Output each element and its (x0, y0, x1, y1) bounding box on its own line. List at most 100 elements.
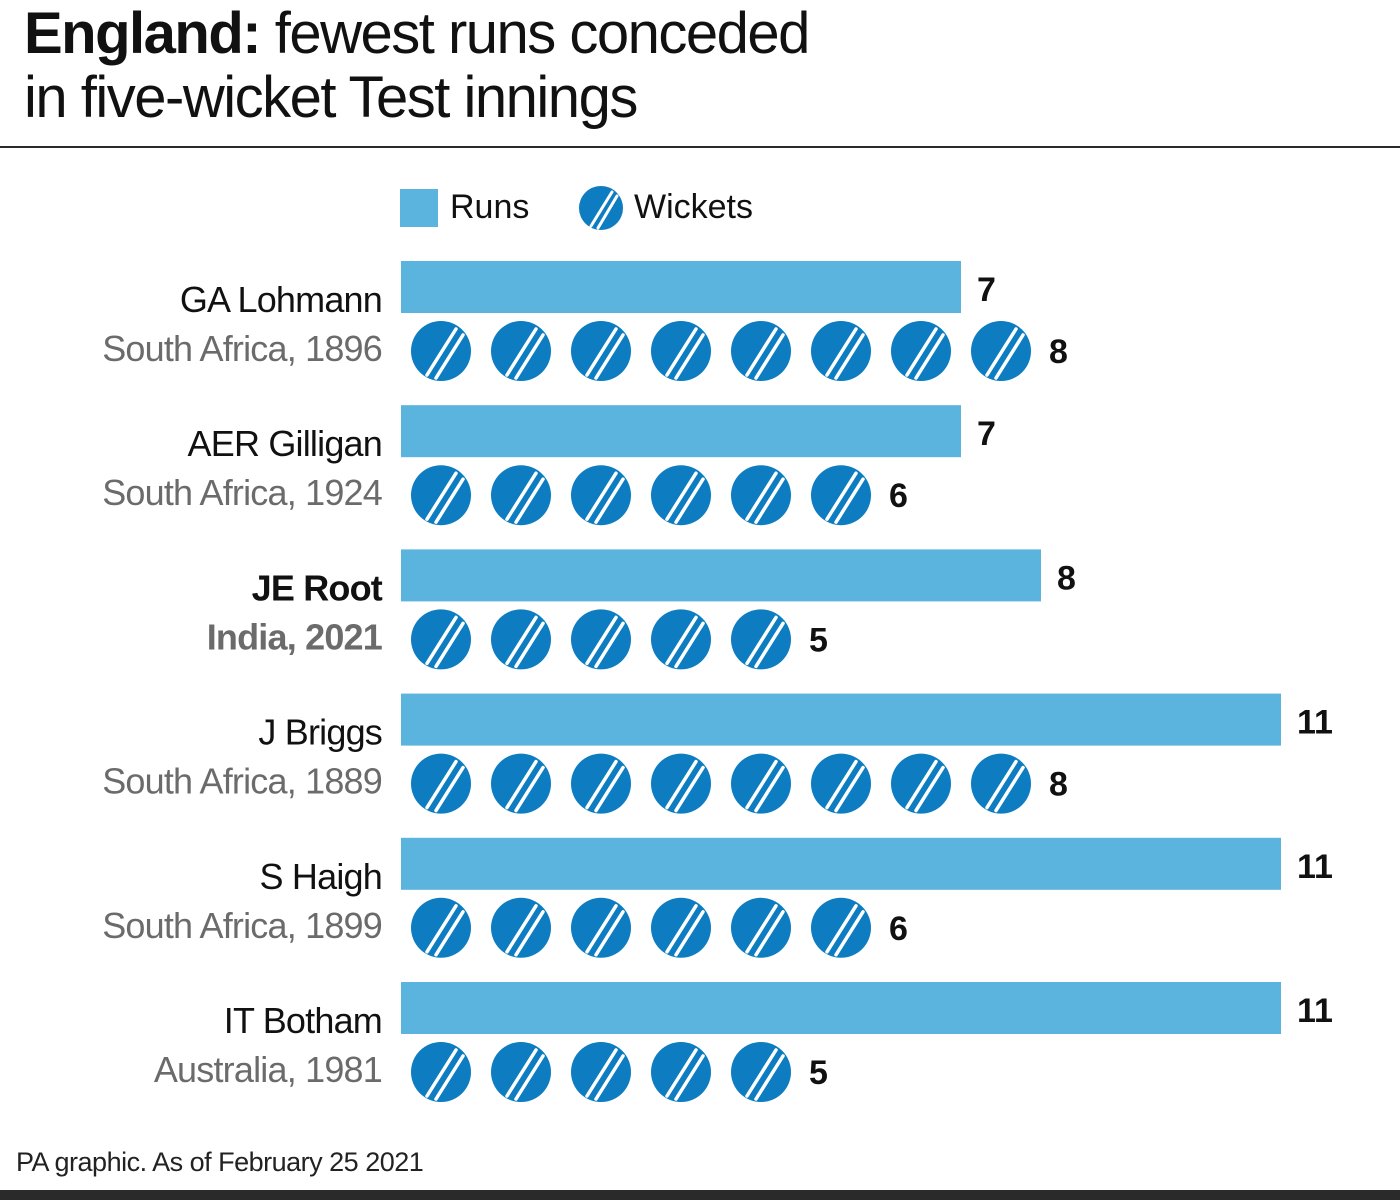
match-label: South Africa, 1924 (102, 472, 382, 513)
ball-seam (514, 477, 545, 524)
ball-seam (665, 904, 698, 954)
ball-seam (514, 910, 545, 957)
ball-seam (674, 621, 705, 669)
player-name-label: AER Gilligan (188, 423, 382, 464)
wicket-ball-icon (731, 321, 791, 381)
ball-seam (825, 759, 858, 810)
bottom-rule (0, 1190, 1400, 1200)
ball-seam (594, 765, 625, 813)
player-name-label: GA Lohmann (180, 279, 382, 320)
ball-seam (985, 759, 1018, 810)
ball-seam (425, 615, 458, 666)
player-name-label: J Briggs (258, 712, 382, 753)
wicket-ball-icon (651, 609, 711, 670)
wicket-ball-icon (571, 897, 631, 958)
ball-seam (825, 327, 858, 377)
runs-value-label: 8 (1057, 559, 1076, 597)
runs-value-label: 11 (1297, 992, 1333, 1030)
ball-seam (425, 327, 458, 377)
ball-seam (674, 1054, 705, 1101)
ball-seam (665, 327, 698, 377)
wicket-ball-icon (571, 753, 631, 814)
chart-row: IT Botham Australia, 1981 11 5 (154, 982, 1333, 1102)
ball-seam (665, 615, 698, 666)
wickets-value-label: 5 (809, 1054, 828, 1092)
chart-row: GA Lohmann South Africa, 1896 7 8 (102, 261, 1068, 381)
runs-bar (401, 549, 1041, 602)
runs-bar (401, 982, 1281, 1034)
wicket-ball-icon (651, 1042, 711, 1102)
ball-seam (434, 910, 465, 957)
chart-row: JE Root India, 2021 8 5 (207, 549, 1076, 670)
chart-row: AER Gilligan South Africa, 1924 7 6 (102, 405, 996, 526)
wicket-ball-icon (491, 1042, 551, 1102)
ball-seam (594, 333, 625, 380)
wickets-value-label: 6 (889, 910, 908, 948)
ball-seam (834, 765, 865, 813)
ball-seam (754, 621, 785, 669)
ball-seam (665, 759, 698, 810)
wicket-ball-icon (571, 321, 631, 381)
runs-bar (401, 261, 961, 313)
ball-seam (594, 1054, 625, 1101)
wickets-value-label: 6 (889, 477, 908, 515)
wicket-ball-icon (491, 753, 551, 814)
wicket-ball-icon (731, 1042, 791, 1102)
ball-seam (674, 765, 705, 813)
ball-seam (745, 471, 778, 521)
ball-seam (434, 1054, 465, 1101)
legend-runs-label: Runs (450, 188, 530, 226)
ball-seam (834, 477, 865, 524)
wicket-ball-icon (651, 897, 711, 958)
wicket-ball-icon (731, 609, 791, 670)
player-name-label: S Haigh (260, 856, 382, 897)
player-name-label: IT Botham (224, 1000, 382, 1041)
wicket-ball-icon (731, 465, 791, 526)
title-line-2: in five-wicket Test innings (24, 65, 638, 130)
wicket-ball-icon (731, 897, 791, 958)
ball-seam (594, 910, 625, 957)
ball-seam (514, 333, 545, 380)
ball-seam (994, 333, 1025, 380)
ball-seam (505, 471, 538, 521)
ball-seam (754, 910, 785, 957)
ball-seam (905, 327, 938, 377)
ball-seam (594, 477, 625, 524)
ball-seam (754, 765, 785, 813)
ball-seam (665, 471, 698, 521)
runs-bar (401, 693, 1281, 746)
wicket-ball-icon (411, 897, 471, 958)
wickets-value-label: 8 (1049, 766, 1068, 804)
ball-seam (985, 327, 1018, 377)
wickets-value-label: 5 (809, 621, 828, 659)
match-label: Australia, 1981 (154, 1049, 382, 1090)
ball-seam (834, 333, 865, 380)
cricket-ball-icon (579, 186, 623, 230)
ball-seam (905, 759, 938, 810)
wicket-ball-icon (971, 321, 1031, 381)
ball-seam (834, 910, 865, 957)
wicket-ball-icon (491, 321, 551, 381)
runs-value-label: 11 (1297, 704, 1333, 742)
ball-seam (434, 477, 465, 524)
wicket-ball-icon (971, 753, 1031, 814)
ball-seam (825, 471, 858, 521)
wicket-ball-icon (411, 321, 471, 381)
wicket-ball-icon (571, 1042, 631, 1102)
runs-value-label: 7 (977, 415, 996, 453)
wicket-ball-icon (411, 609, 471, 670)
ball-seam (505, 1048, 538, 1098)
ball-seam (665, 1048, 698, 1098)
ball-seam (914, 765, 945, 813)
title-bold: England: (24, 1, 262, 66)
ball-seam (585, 615, 618, 666)
legend-wickets-label: Wickets (634, 188, 753, 226)
wicket-ball-icon (811, 897, 871, 958)
title-divider (0, 146, 1400, 148)
source-note: PA graphic. As of February 25 2021 (16, 1147, 424, 1177)
ball-seam (994, 765, 1025, 813)
chart-row: J Briggs South Africa, 1889 11 8 (102, 693, 1333, 814)
match-label: South Africa, 1899 (102, 905, 382, 946)
ball-seam (745, 759, 778, 810)
